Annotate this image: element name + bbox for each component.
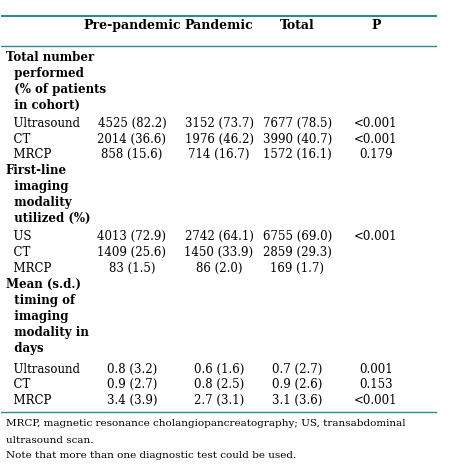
Text: Ultrasound: Ultrasound — [6, 117, 80, 130]
Text: 1409 (25.6): 1409 (25.6) — [98, 246, 166, 259]
Text: Total: Total — [280, 19, 315, 32]
Text: <0.001: <0.001 — [354, 230, 398, 243]
Text: US: US — [6, 230, 31, 243]
Text: P: P — [371, 19, 381, 32]
Text: Note that more than one diagnostic test could be used.: Note that more than one diagnostic test … — [6, 451, 296, 460]
Text: 0.7 (2.7): 0.7 (2.7) — [272, 362, 323, 376]
Text: 858 (15.6): 858 (15.6) — [101, 148, 163, 161]
Text: 1976 (46.2): 1976 (46.2) — [184, 133, 254, 146]
Text: Mean (s.d.)
  timing of
  imaging
  modality in
  days: Mean (s.d.) timing of imaging modality i… — [6, 278, 89, 355]
Text: ultrasound scan.: ultrasound scan. — [6, 436, 93, 445]
Text: 3.1 (3.6): 3.1 (3.6) — [272, 394, 323, 407]
Text: Total number
  performed
  (% of patients
  in cohort): Total number performed (% of patients in… — [6, 51, 106, 112]
Text: First-line
  imaging
  modality
  utilized (%): First-line imaging modality utilized (%) — [6, 164, 90, 225]
Text: MRCP, magnetic resonance cholangiopancreatography; US, transabdominal: MRCP, magnetic resonance cholangiopancre… — [6, 419, 405, 428]
Text: 2742 (64.1): 2742 (64.1) — [184, 230, 254, 243]
Text: <0.001: <0.001 — [354, 117, 398, 130]
Text: 0.9 (2.6): 0.9 (2.6) — [272, 378, 323, 391]
Text: 0.8 (2.5): 0.8 (2.5) — [194, 378, 244, 391]
Text: 2859 (29.3): 2859 (29.3) — [263, 246, 332, 259]
Text: 169 (1.7): 169 (1.7) — [270, 262, 324, 275]
Text: 3.4 (3.9): 3.4 (3.9) — [107, 394, 157, 407]
Text: 86 (2.0): 86 (2.0) — [196, 262, 242, 275]
Text: 0.153: 0.153 — [359, 378, 392, 391]
Text: Pre-pandemic: Pre-pandemic — [83, 19, 181, 32]
Text: 7677 (78.5): 7677 (78.5) — [263, 117, 332, 130]
Text: 83 (1.5): 83 (1.5) — [109, 262, 155, 275]
Text: 2.7 (3.1): 2.7 (3.1) — [194, 394, 244, 407]
Text: 3990 (40.7): 3990 (40.7) — [263, 133, 332, 146]
Text: 0.001: 0.001 — [359, 362, 392, 376]
Text: MRCP: MRCP — [6, 262, 51, 275]
Text: 6755 (69.0): 6755 (69.0) — [263, 230, 332, 243]
Text: Ultrasound: Ultrasound — [6, 362, 80, 376]
Text: 4013 (72.9): 4013 (72.9) — [98, 230, 166, 243]
Text: <0.001: <0.001 — [354, 133, 398, 146]
Text: <0.001: <0.001 — [354, 394, 398, 407]
Text: 4525 (82.2): 4525 (82.2) — [98, 117, 166, 130]
Text: 0.6 (1.6): 0.6 (1.6) — [194, 362, 244, 376]
Text: 1450 (33.9): 1450 (33.9) — [184, 246, 254, 259]
Text: MRCP: MRCP — [6, 394, 51, 407]
Text: 0.179: 0.179 — [359, 148, 392, 161]
Text: MRCP: MRCP — [6, 148, 51, 161]
Text: CT: CT — [6, 378, 30, 391]
Text: 0.9 (2.7): 0.9 (2.7) — [107, 378, 157, 391]
Text: Pandemic: Pandemic — [185, 19, 254, 32]
Text: 3152 (73.7): 3152 (73.7) — [184, 117, 254, 130]
Text: 714 (16.7): 714 (16.7) — [188, 148, 250, 161]
Text: CT: CT — [6, 246, 30, 259]
Text: 1572 (16.1): 1572 (16.1) — [263, 148, 332, 161]
Text: CT: CT — [6, 133, 30, 146]
Text: 0.8 (3.2): 0.8 (3.2) — [107, 362, 157, 376]
Text: 2014 (36.6): 2014 (36.6) — [98, 133, 166, 146]
